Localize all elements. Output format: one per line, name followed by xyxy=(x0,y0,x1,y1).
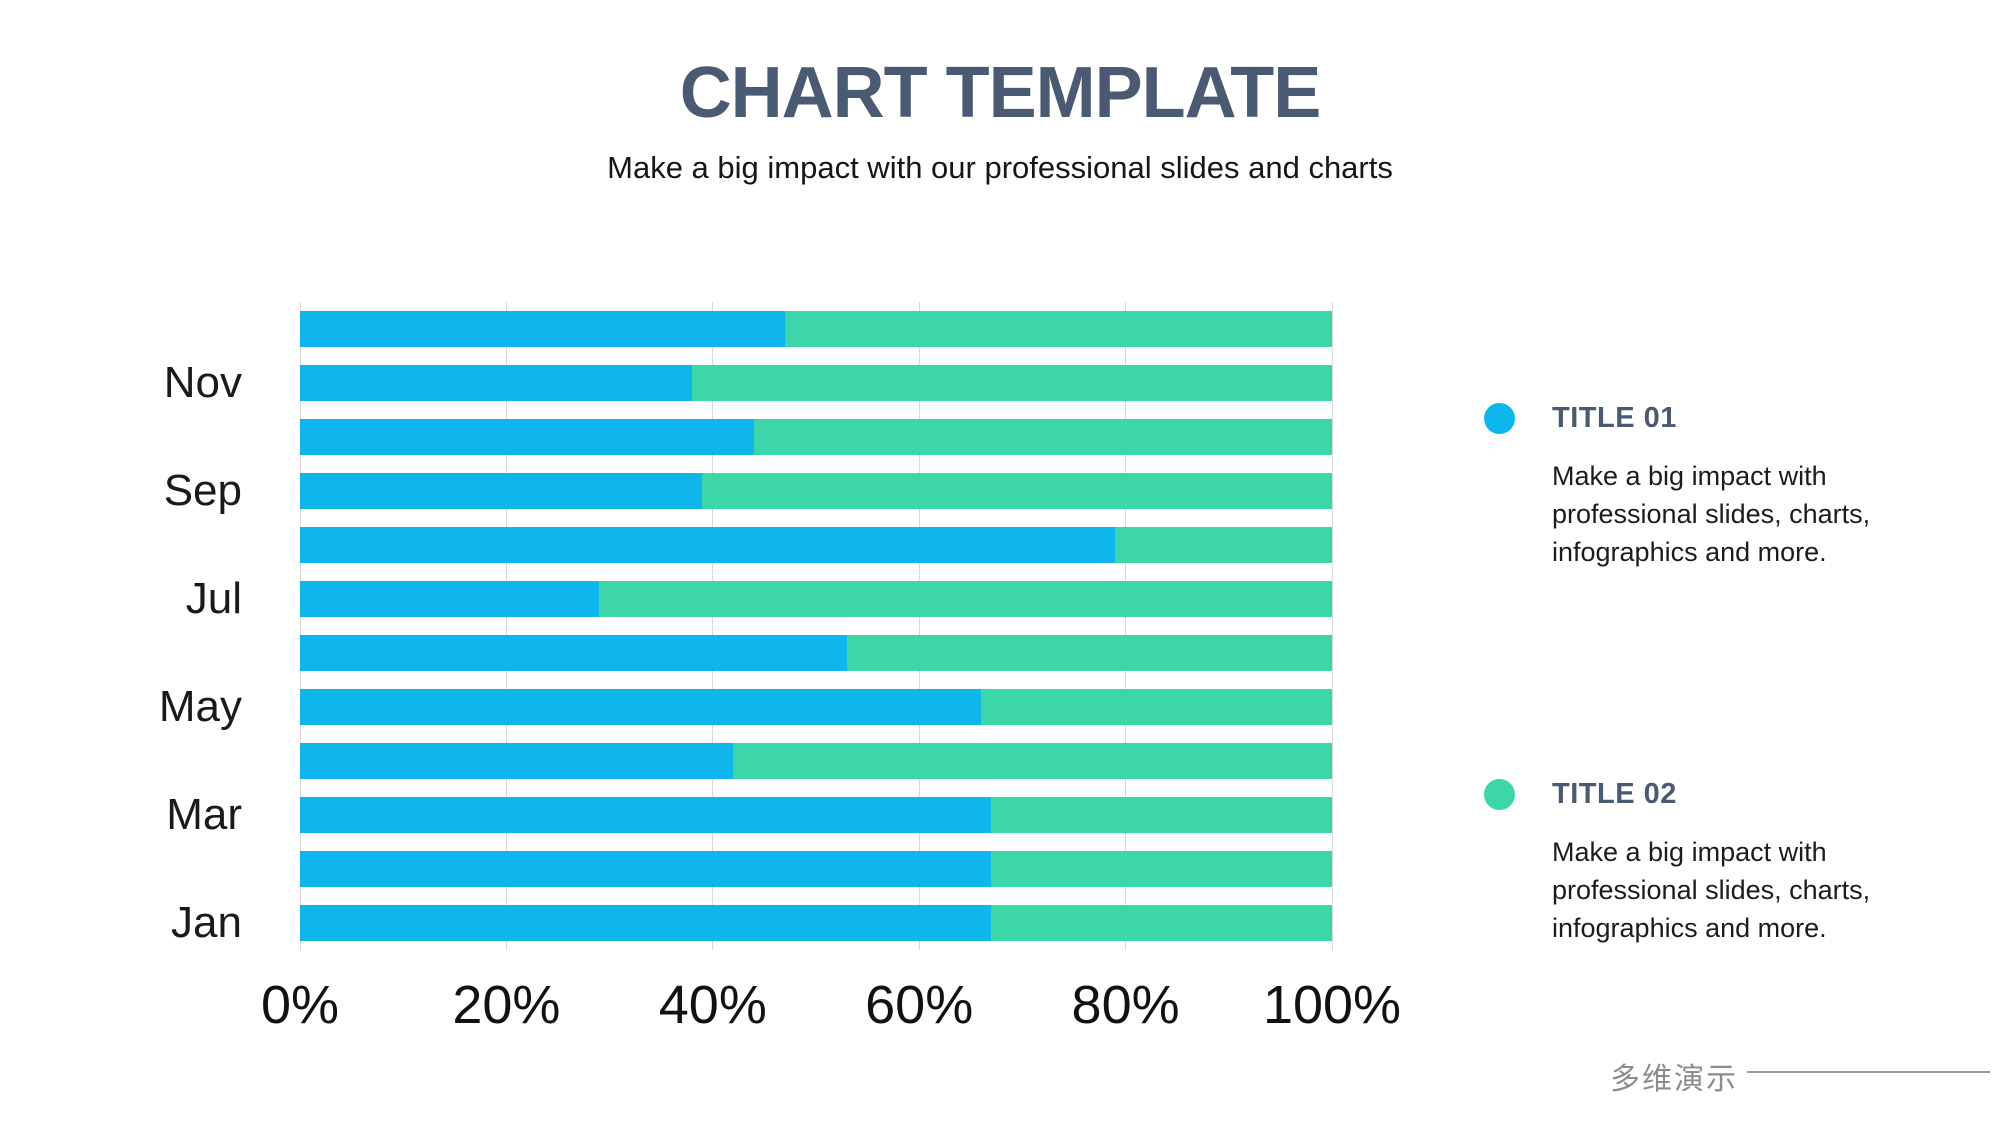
series2-dot-icon xyxy=(1484,779,1515,810)
legend-description: Make a big impact with professional slid… xyxy=(1552,837,1871,943)
x-axis-tick-label: 80% xyxy=(1071,975,1180,1035)
chart-row: Nov xyxy=(110,356,1332,410)
x-axis-tick-label: 60% xyxy=(865,975,974,1035)
bar-segment-series2 xyxy=(702,473,1332,509)
bar-segment-series1 xyxy=(300,365,693,401)
chart-row: Jan xyxy=(110,896,1332,950)
y-axis-label: Jan xyxy=(171,898,242,947)
chart-plot-area: Nov Sep Jul May Mar Jan xyxy=(110,302,1332,950)
bar-segment-series1 xyxy=(300,689,982,725)
gridline-20% xyxy=(505,302,507,950)
bar-segment-series2 xyxy=(733,743,1332,779)
x-axis-tick-label: 20% xyxy=(452,975,561,1035)
bar-segment-series2 xyxy=(991,797,1332,833)
y-axis-label: Mar xyxy=(166,790,242,839)
bar-segment-series2 xyxy=(991,905,1332,941)
bar-track xyxy=(300,635,1332,671)
page-subtitle: Make a big impact with our professional … xyxy=(607,150,1393,185)
gridline-100% xyxy=(1331,302,1333,950)
bar-track xyxy=(300,311,1332,347)
chart-gridlines xyxy=(299,302,1333,950)
chart-row xyxy=(110,734,1332,788)
bar-segment-series2 xyxy=(599,581,1332,617)
bar-track xyxy=(300,473,1332,509)
bar-track xyxy=(300,905,1332,941)
bar-segment-series1 xyxy=(300,527,1116,563)
bar-segment-series1 xyxy=(300,581,600,617)
bar-segment-series2 xyxy=(754,419,1332,455)
bar-segment-series2 xyxy=(846,635,1332,671)
legend-header: TITLE 02 xyxy=(1484,778,1884,811)
bar-track xyxy=(300,851,1332,887)
legend-item-title01: TITLE 01 Make a big impact with professi… xyxy=(1484,402,1884,571)
footer-divider-line xyxy=(1747,1071,1990,1073)
chart-row xyxy=(110,518,1332,572)
bar-segment-series2 xyxy=(785,311,1332,347)
bar-segment-series1 xyxy=(300,905,992,941)
bar-segment-series2 xyxy=(981,689,1332,725)
slide-header: CHART TEMPLATE Make a big impact with ou… xyxy=(0,52,2000,186)
gridline-80% xyxy=(1125,302,1127,950)
gridline-40% xyxy=(712,302,714,950)
chart-row: Sep xyxy=(110,464,1332,518)
chart-row xyxy=(110,626,1332,680)
y-axis-label: Jul xyxy=(185,574,242,623)
chart-row xyxy=(110,842,1332,896)
bar-segment-series1 xyxy=(300,473,703,509)
x-axis: 0% 20% 40% 60% 80% 100% xyxy=(261,974,1401,1044)
bar-track xyxy=(300,797,1332,833)
page-title: CHART TEMPLATE xyxy=(679,53,1322,133)
legend-item-title02: TITLE 02 Make a big impact with professi… xyxy=(1484,778,1884,947)
bar-track xyxy=(300,365,1332,401)
bar-segment-series1 xyxy=(300,311,786,347)
stacked-bar-chart: Nov Sep Jul May Mar Jan 0% 20% 40% 60% 80% 100% xyxy=(110,302,1401,1035)
x-axis-tick-label: 40% xyxy=(658,975,767,1035)
chart-row xyxy=(110,302,1332,356)
bar-segment-series2 xyxy=(991,851,1332,887)
bar-segment-series1 xyxy=(300,635,847,671)
legend-title: TITLE 01 xyxy=(1552,402,1677,434)
series1-dot-icon xyxy=(1484,403,1515,434)
gridline-60% xyxy=(918,302,920,950)
bar-track xyxy=(300,743,1332,779)
y-axis-label: Nov xyxy=(163,358,242,407)
bar-track xyxy=(300,689,1332,725)
legend-header: TITLE 01 xyxy=(1484,402,1884,435)
bar-track xyxy=(300,527,1332,563)
gridline-0% xyxy=(299,302,301,950)
bar-segment-series1 xyxy=(300,797,992,833)
bar-track xyxy=(300,581,1332,617)
chart-row: May xyxy=(110,680,1332,734)
legend-description: Make a big impact with professional slid… xyxy=(1552,461,1871,567)
legend-title: TITLE 02 xyxy=(1552,778,1677,810)
slide-footer: 多维演示 xyxy=(0,1040,2000,1100)
bar-segment-series1 xyxy=(300,851,992,887)
chart-row: Mar xyxy=(110,788,1332,842)
bar-segment-series1 xyxy=(300,419,755,455)
bar-segment-series2 xyxy=(1115,527,1332,563)
bar-segment-series1 xyxy=(300,743,734,779)
x-axis-tick-label: 100% xyxy=(1262,975,1402,1035)
chart-row xyxy=(110,410,1332,464)
y-axis-label: May xyxy=(158,682,242,731)
chart-row: Jul xyxy=(110,572,1332,626)
bar-track xyxy=(300,419,1332,455)
x-axis-tick-label: 0% xyxy=(260,975,340,1035)
y-axis-label: Sep xyxy=(163,466,242,515)
brand-watermark: 多维演示 xyxy=(1610,1063,1738,1096)
bar-segment-series2 xyxy=(692,365,1332,401)
